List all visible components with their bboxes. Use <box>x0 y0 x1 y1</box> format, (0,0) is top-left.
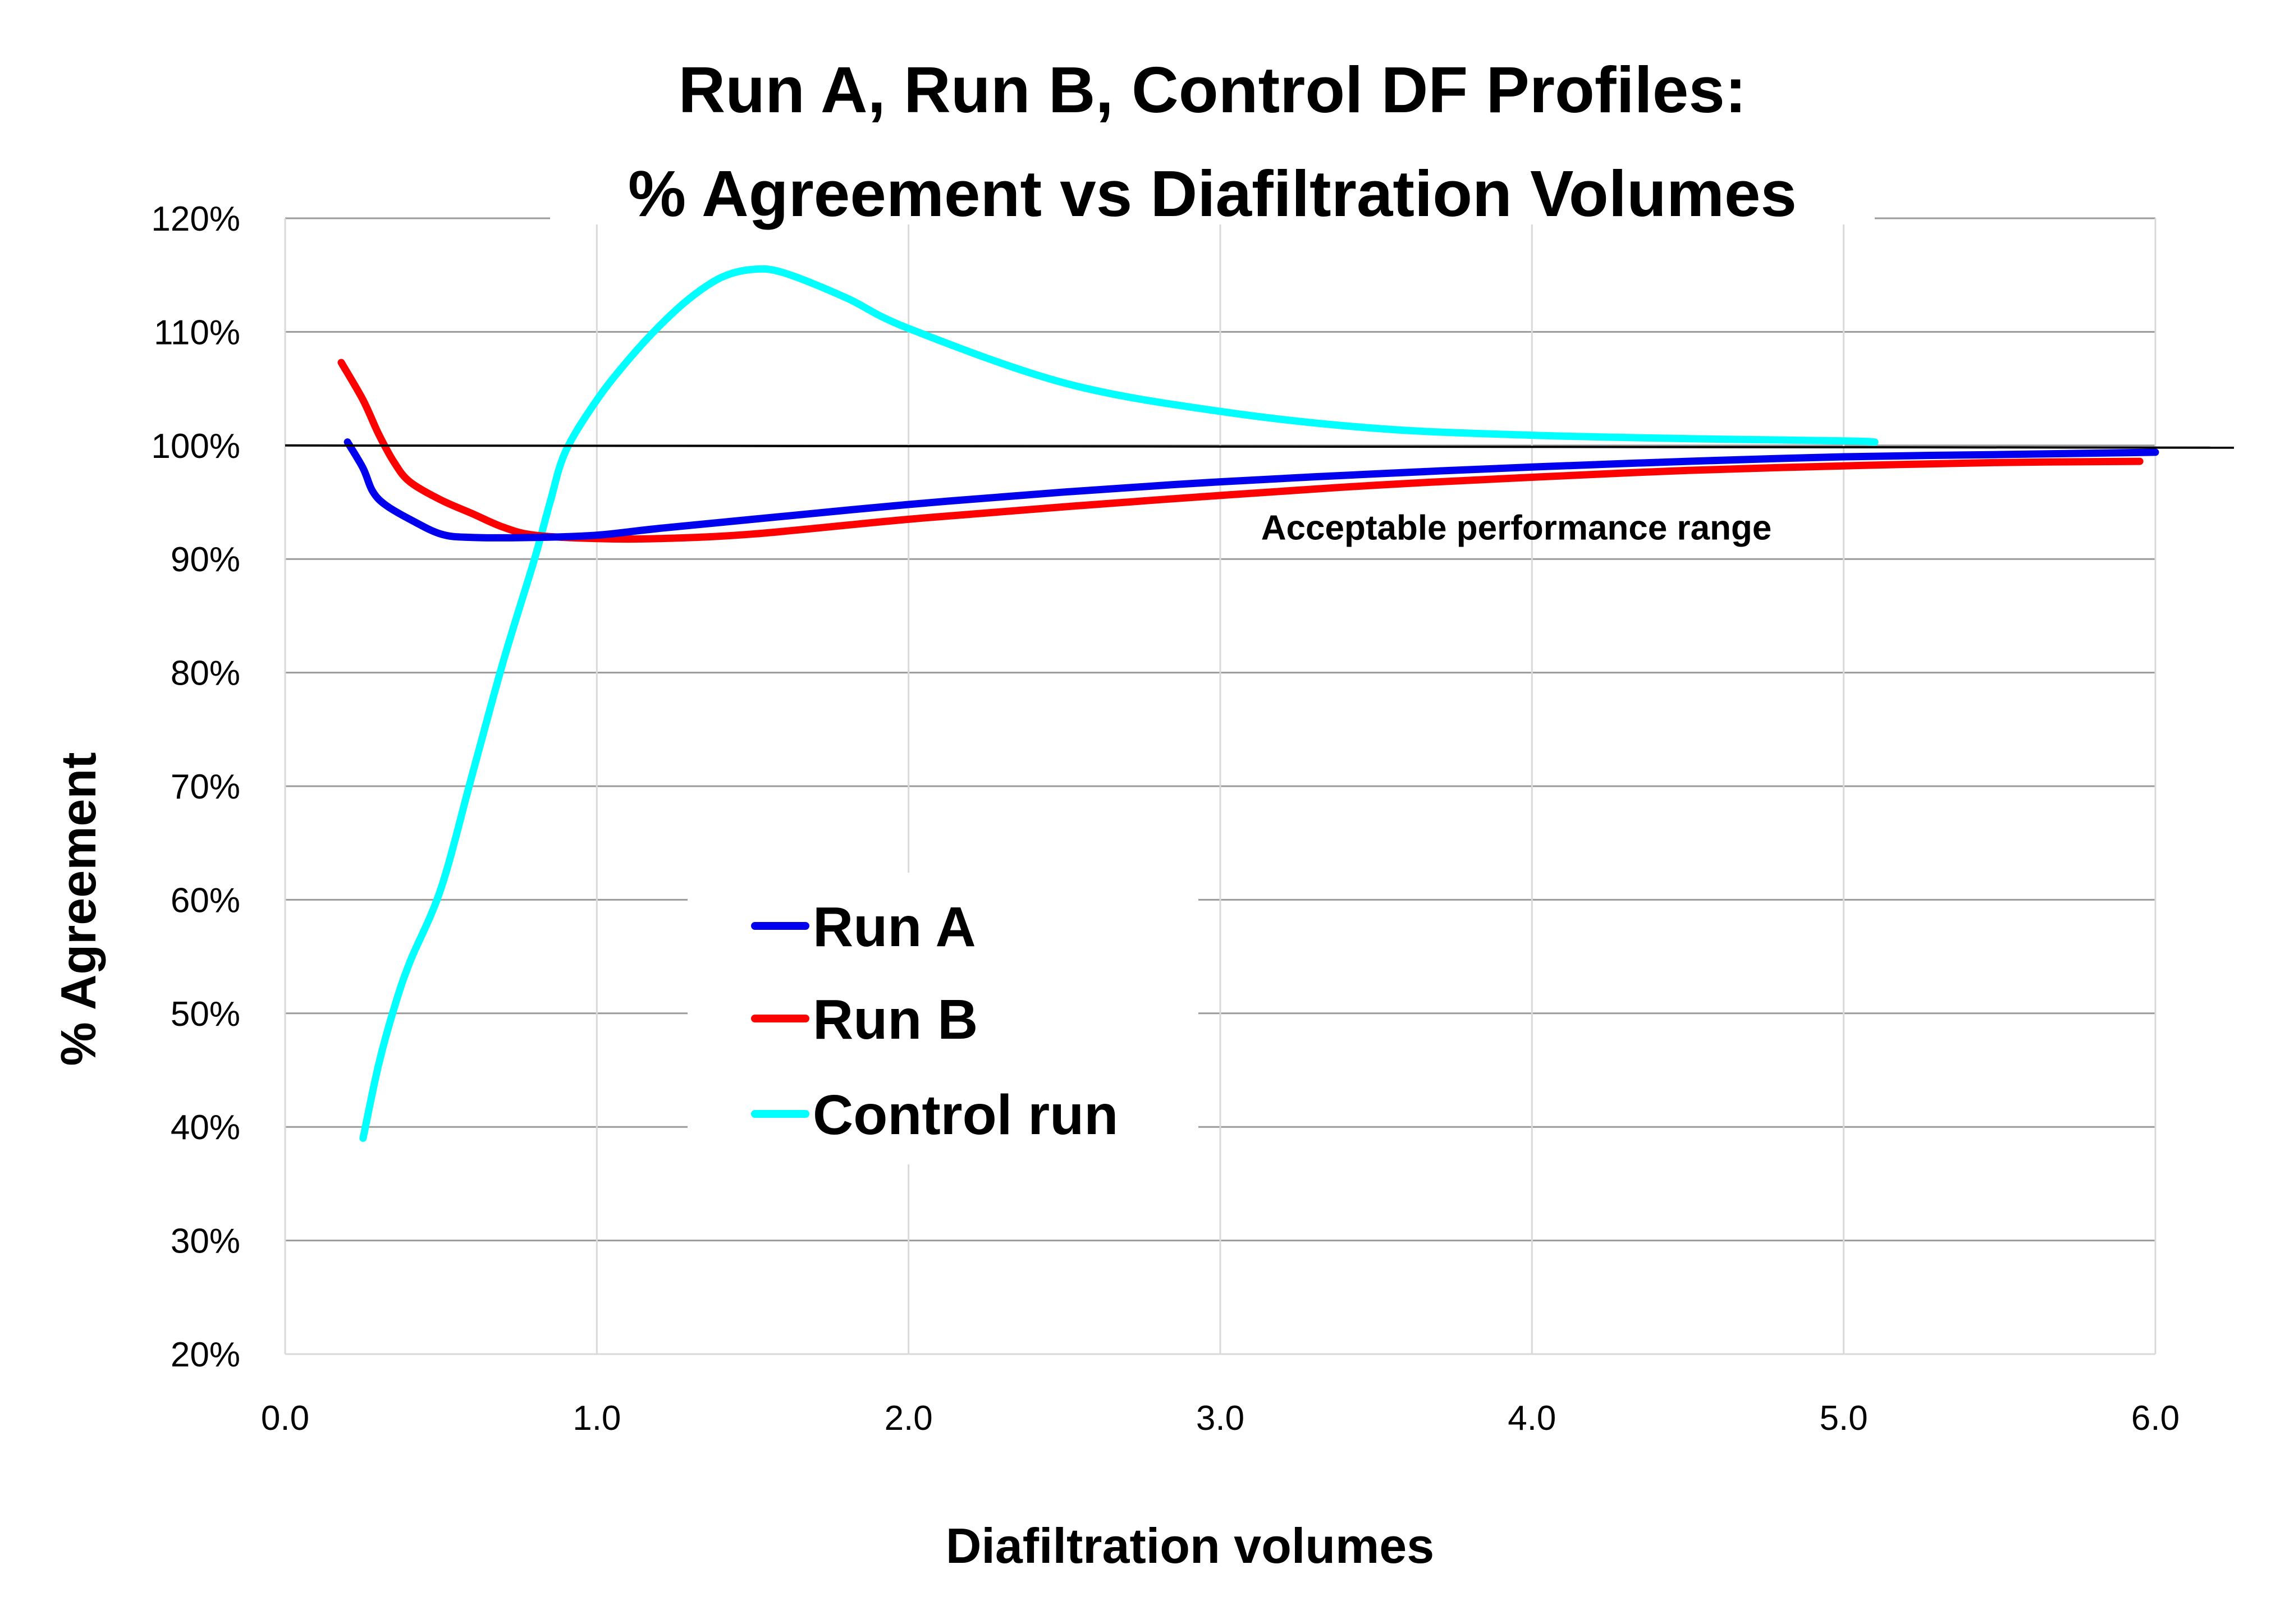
title-line-2: % Agreement vs Diafiltration Volumes <box>628 157 1797 230</box>
x-tick-label: 3.0 <box>1196 1399 1244 1438</box>
y-axis-title: % Agreement <box>51 752 106 1066</box>
gridlines <box>284 217 2156 1355</box>
y-tick-label: 20% <box>171 1336 240 1374</box>
y-tick-label: 110% <box>154 313 240 352</box>
legend-label-control-run: Control run <box>813 1084 1118 1146</box>
x-axis-title: Diafiltration volumes <box>946 1518 1434 1573</box>
title-background <box>550 140 1875 224</box>
reference-lines <box>285 444 2235 449</box>
reference-line-100 <box>285 444 2235 449</box>
y-tick-label: 80% <box>171 654 240 693</box>
y-tick-label: 50% <box>171 995 240 1034</box>
series-line-run-a <box>344 438 2159 542</box>
series-line-control-run <box>359 265 1879 1142</box>
chart-title: Run A, Run B, Control DF Profiles: % Agr… <box>550 53 1875 230</box>
y-tick-label: 60% <box>171 881 240 920</box>
x-tick-label: 5.0 <box>1820 1399 1868 1438</box>
x-tick-label: 4.0 <box>1508 1399 1556 1438</box>
y-tick-labels: 20% 30% 40% 50% 60% 70% 80% 90% 100% 110% 120% <box>151 200 240 1374</box>
series-lines <box>337 265 2159 1142</box>
title-line-1: Run A, Run B, Control DF Profiles: <box>678 53 1746 126</box>
x-tick-label: 1.0 <box>573 1399 621 1438</box>
x-tick-label: 0.0 <box>261 1399 309 1438</box>
y-tick-label: 70% <box>171 768 240 806</box>
legend-label-run-a: Run A <box>813 896 976 958</box>
annotation-acceptable-range: Acceptable performance range <box>1261 509 1772 548</box>
y-tick-label: 40% <box>171 1108 240 1147</box>
legend: Run A Run B Control run <box>688 873 1198 1164</box>
y-tick-label: 120% <box>151 200 240 238</box>
y-tick-label: 90% <box>171 540 240 579</box>
plot-border <box>284 218 2155 1355</box>
y-tick-label: 30% <box>171 1222 240 1261</box>
x-tick-labels: 0.0 1.0 2.0 3.0 4.0 5.0 6.0 <box>261 1399 2180 1438</box>
y-tick-label: 100% <box>151 427 240 466</box>
x-tick-label: 2.0 <box>885 1399 933 1438</box>
series-line-run-b <box>337 359 2144 543</box>
x-tick-label: 6.0 <box>2131 1399 2180 1438</box>
legend-label-run-b: Run B <box>813 988 978 1051</box>
